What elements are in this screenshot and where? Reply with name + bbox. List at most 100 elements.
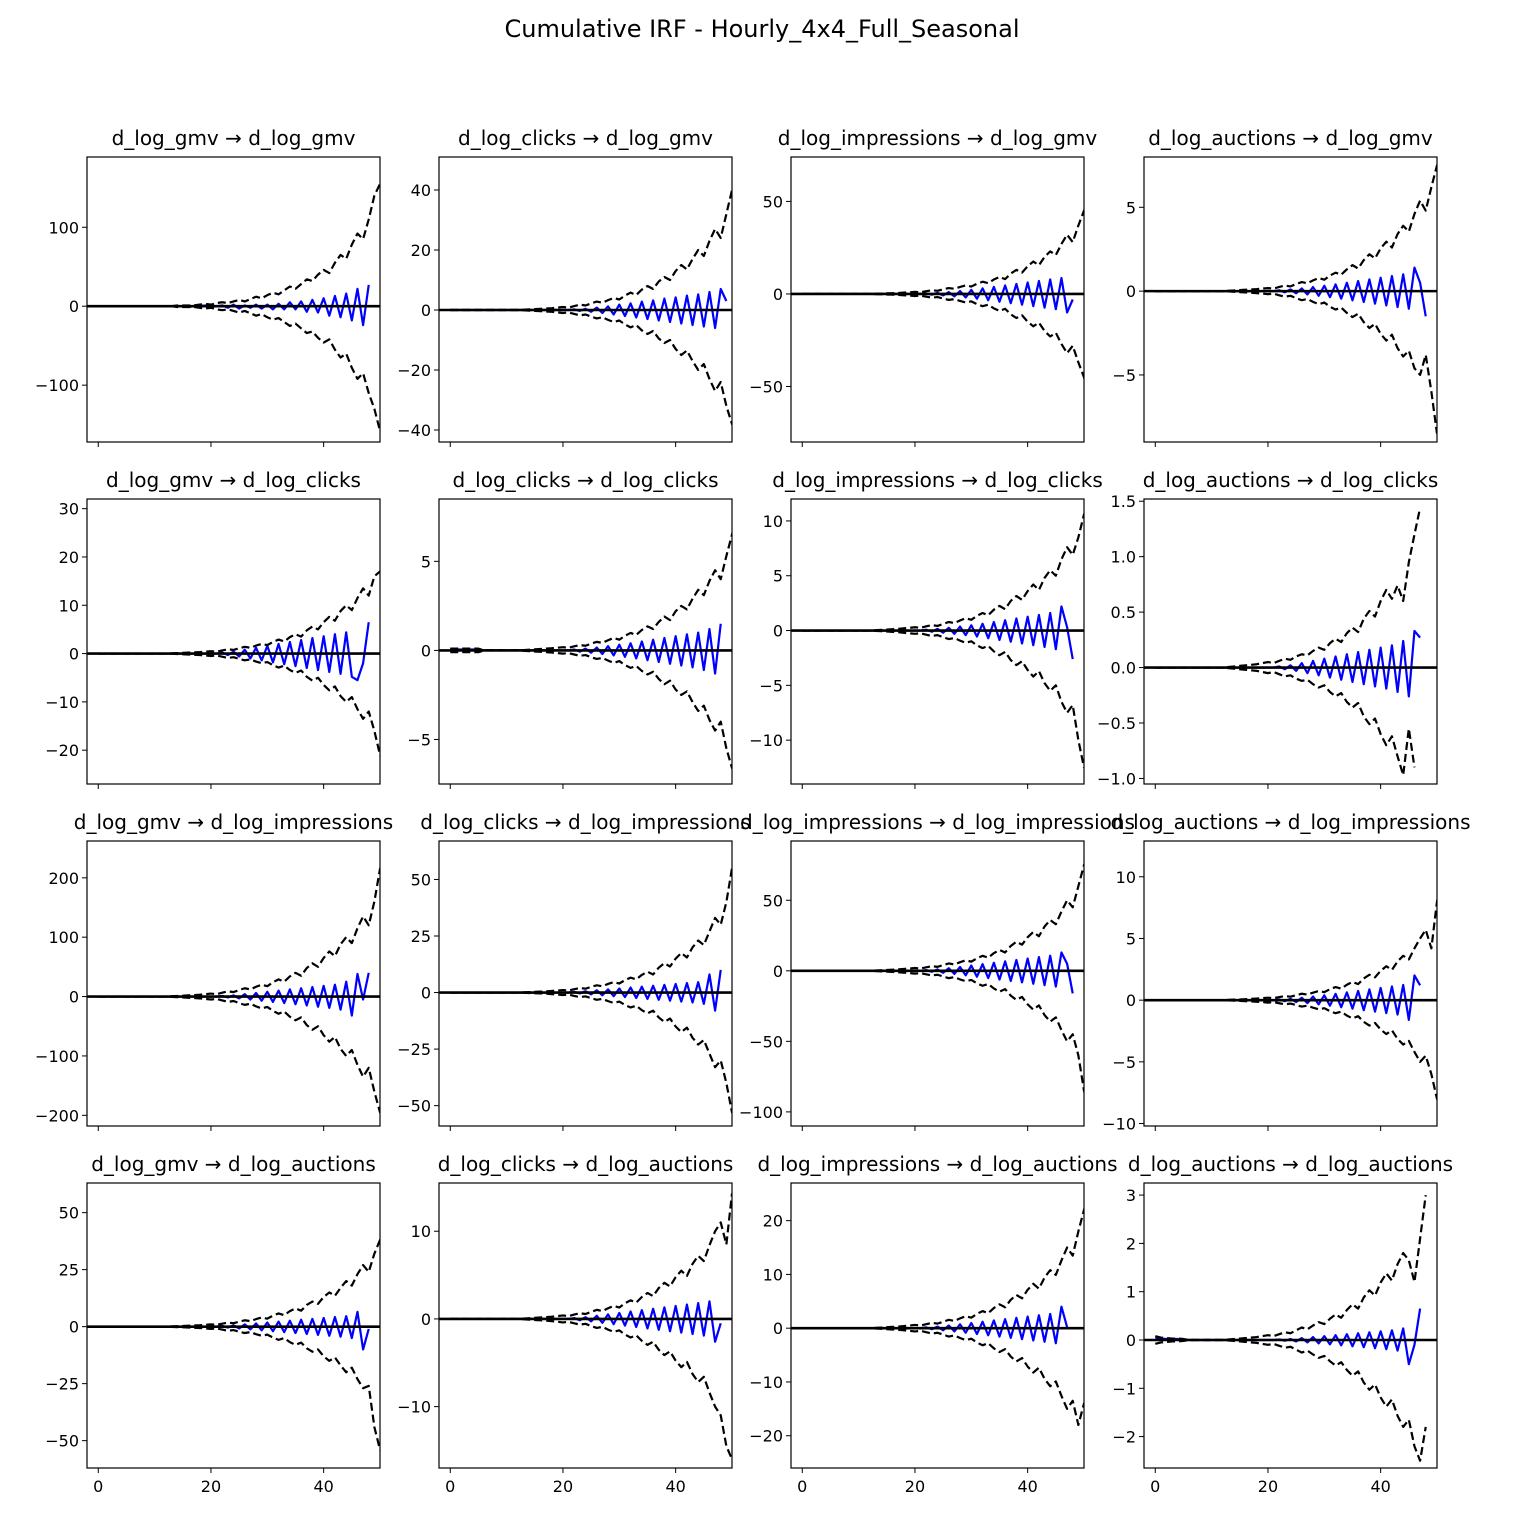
x-tick-label: 0 — [797, 1477, 807, 1496]
upper-confidence-band — [1154, 1194, 1427, 1342]
x-tick-label: 20 — [905, 1477, 925, 1496]
upper-confidence-band — [450, 1193, 732, 1321]
y-tick-label: −5 — [759, 676, 783, 695]
irf-line — [98, 622, 370, 682]
y-tick-label: −20 — [749, 1427, 783, 1446]
subplot-panel: d_log_gmv → d_log_auctions −50 −25 0 25 50 0 20… — [45, 1152, 381, 1496]
axes-frame — [438, 498, 733, 785]
axes-frame — [790, 156, 1085, 443]
y-tick-label: 0 — [1126, 991, 1136, 1010]
lower-confidence-band — [98, 1325, 380, 1452]
y-tick-label: 50 — [763, 891, 783, 910]
y-tick-label: 50 — [59, 1204, 79, 1223]
lower-confidence-band — [1155, 999, 1437, 1100]
subplot-panel: d_log_auctions → d_log_gmv −5 0 5 — [1112, 126, 1438, 447]
subplot-panel: d_log_impressions → d_log_impressions −10… — [739, 810, 1135, 1131]
y-tick-label: 0 — [69, 297, 79, 316]
x-tick-label: 20 — [1258, 1477, 1278, 1496]
y-tick-label: −10 — [397, 1398, 431, 1417]
irf-line — [1155, 629, 1421, 698]
upper-confidence-band — [450, 864, 732, 994]
lower-confidence-band — [450, 308, 732, 426]
x-tick-label: 0 — [93, 1477, 103, 1496]
subplot-grid: d_log_gmv → d_log_gmv−1000100d_log_click… — [35, 126, 1470, 1496]
y-tick-label: −100 — [35, 1047, 79, 1066]
y-tick-label: −100 — [35, 376, 79, 395]
subplot-title: d_log_impressions → d_log_gmv — [778, 126, 1098, 150]
subplot-title: d_log_auctions → d_log_clicks — [1143, 468, 1439, 492]
upper-confidence-band — [802, 207, 1084, 296]
subplot-panel: d_log_auctions → d_log_clicks −1.0 −0.5 0.0… — [1097, 468, 1438, 789]
plot-area — [439, 529, 732, 770]
subplot-title: d_log_auctions → d_log_impressions — [1110, 810, 1470, 834]
axes-frame — [1143, 840, 1438, 1127]
lower-confidence-band — [1154, 1338, 1427, 1462]
y-tick-label: 100 — [48, 928, 79, 947]
plot-area — [1144, 1194, 1437, 1462]
x-tick-label: 0 — [1150, 1477, 1160, 1496]
irf-line — [802, 951, 1074, 994]
subplot-panel: d_log_clicks → d_log_auctions −10 0 10 0 20 40 — [397, 1152, 733, 1496]
subplot-panel: d_log_impressions → d_log_gmv −50 0 50 — [749, 126, 1098, 447]
y-tick-label: 0 — [69, 645, 79, 664]
subplot-title: d_log_gmv → d_log_auctions — [91, 1152, 376, 1176]
axes-frame — [1143, 1182, 1438, 1469]
y-tick-label: −40 — [397, 421, 431, 440]
y-tick-label: −50 — [45, 1432, 79, 1451]
subplot-panel: d_log_impressions → d_log_clicks −10 −5 0 5 1… — [749, 468, 1103, 789]
upper-confidence-band — [802, 1206, 1084, 1330]
y-tick-label: 0 — [773, 622, 783, 641]
subplot-panel: d_log_auctions → d_log_impressions −10 −5 0… — [1102, 810, 1470, 1134]
axes-frame — [86, 1182, 381, 1469]
axes-frame — [86, 156, 381, 443]
x-tick-label: 40 — [313, 1477, 333, 1496]
y-tick-label: 0 — [773, 1319, 783, 1338]
y-tick-label: 200 — [48, 869, 79, 888]
subplot-panel: d_log_clicks → d_log_gmv −40 −20 0 20 40 — [397, 126, 733, 447]
plot-area — [87, 570, 380, 759]
y-tick-label: −25 — [45, 1375, 79, 1394]
y-tick-label: −20 — [45, 741, 79, 760]
upper-confidence-band — [802, 513, 1084, 632]
lower-confidence-band — [802, 629, 1084, 768]
y-tick-label: −20 — [397, 361, 431, 380]
y-tick-label: −5 — [1112, 366, 1136, 385]
y-tick-label: −5 — [1112, 1053, 1136, 1072]
lower-confidence-band — [450, 649, 732, 770]
subplot-panel: d_log_impressions → d_log_auctions −20 −10… — [749, 1152, 1117, 1496]
y-tick-label: 5 — [1126, 198, 1136, 217]
upper-confidence-band — [802, 862, 1084, 972]
subplot-title: d_log_impressions → d_log_clicks — [772, 468, 1103, 492]
subplot-panel: d_log_gmv → d_log_gmv −100 0 100 — [35, 126, 381, 447]
y-tick-label: 50 — [763, 192, 783, 211]
y-tick-label: 1.5 — [1111, 492, 1136, 511]
y-tick-label: 0 — [421, 1310, 431, 1329]
plot-area — [1144, 164, 1437, 434]
subplot-title: d_log_clicks → d_log_gmv — [458, 126, 713, 150]
subplot-title: d_log_auctions → d_log_gmv — [1148, 126, 1433, 150]
y-tick-label: 10 — [763, 1265, 783, 1284]
upper-confidence-band — [450, 186, 732, 312]
y-tick-label: 25 — [411, 927, 431, 946]
plot-area — [791, 513, 1084, 768]
upper-confidence-band — [98, 180, 380, 308]
y-tick-label: 0 — [773, 285, 783, 304]
y-tick-label: −10 — [749, 1373, 783, 1392]
axes-frame — [438, 1182, 733, 1469]
y-tick-label: 0 — [773, 962, 783, 981]
y-tick-label: 2 — [1126, 1234, 1136, 1253]
y-tick-label: 1 — [1126, 1283, 1136, 1302]
y-tick-label: 0.5 — [1111, 603, 1136, 622]
y-tick-label: 30 — [59, 500, 79, 519]
y-tick-label: 10 — [59, 596, 79, 615]
plot-area — [87, 180, 380, 432]
y-tick-label: 0 — [421, 301, 431, 320]
y-tick-label: 0 — [69, 988, 79, 1007]
irf-line — [1155, 1308, 1422, 1366]
lower-confidence-band — [450, 1317, 732, 1460]
upper-confidence-band — [1155, 896, 1437, 1002]
y-tick-label: 0 — [1126, 1331, 1136, 1350]
y-tick-label: 10 — [411, 1222, 431, 1241]
lower-confidence-band — [802, 1327, 1084, 1427]
